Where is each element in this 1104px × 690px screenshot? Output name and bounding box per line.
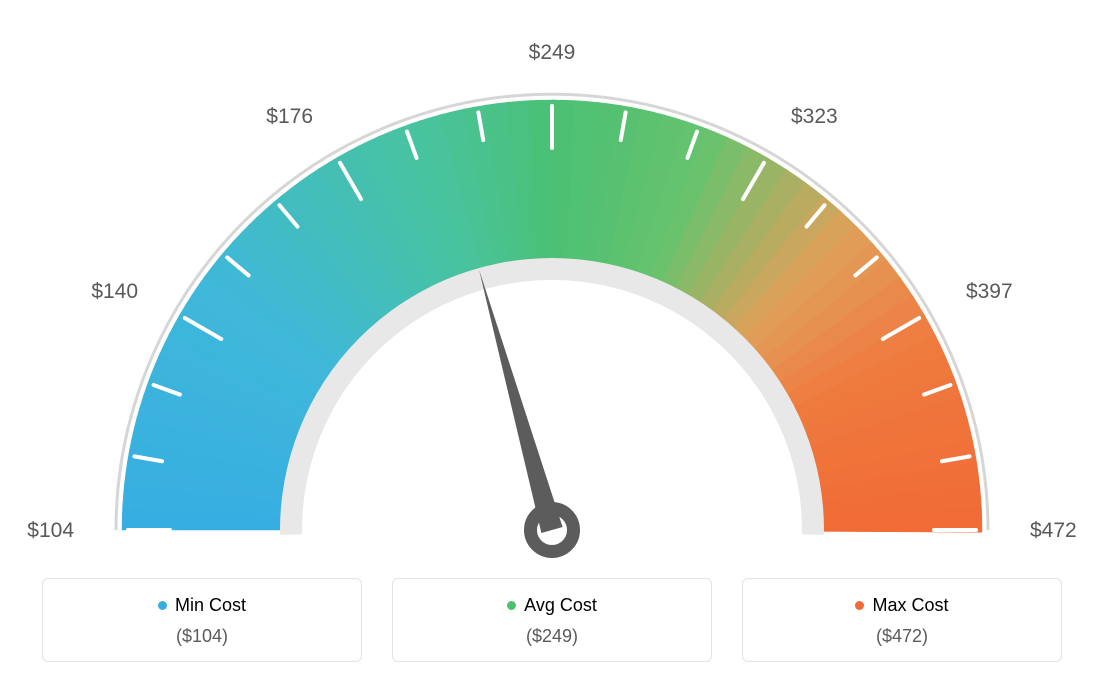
legend-title-min: Min Cost (175, 595, 246, 616)
legend-dot-min (158, 601, 167, 610)
legend-card-avg: Avg Cost ($249) (392, 578, 712, 662)
svg-text:$249: $249 (529, 41, 576, 64)
legend-value-max: ($472) (743, 626, 1061, 647)
legend-value-avg: ($249) (393, 626, 711, 647)
gauge-svg: $104 $140 $176 $249 $323 $397 $472 (0, 0, 1104, 570)
legend-title-avg: Avg Cost (524, 595, 597, 616)
legend-dot-max (855, 601, 864, 610)
svg-text:$176: $176 (266, 105, 313, 128)
legend-row: Min Cost ($104) Avg Cost ($249) Max Cost… (0, 578, 1104, 662)
svg-text:$140: $140 (91, 280, 138, 303)
legend-dot-avg (507, 601, 516, 610)
gauge-chart: $104 $140 $176 $249 $323 $397 $472 (0, 0, 1104, 570)
svg-text:$104: $104 (27, 519, 74, 542)
legend-title-max: Max Cost (872, 595, 948, 616)
legend-card-min: Min Cost ($104) (42, 578, 362, 662)
svg-text:$323: $323 (791, 105, 838, 128)
legend-value-min: ($104) (43, 626, 361, 647)
svg-text:$397: $397 (966, 280, 1013, 303)
legend-card-max: Max Cost ($472) (742, 578, 1062, 662)
svg-text:$472: $472 (1030, 519, 1077, 542)
